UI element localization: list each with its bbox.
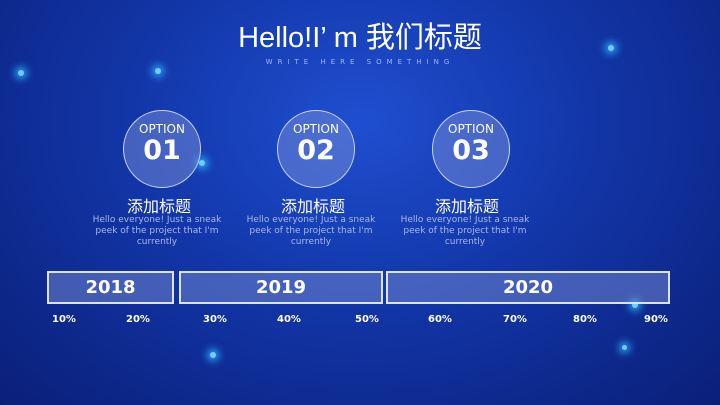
option-text: Hello everyone! Just a sneak peek of the… bbox=[246, 215, 376, 247]
glow-dot bbox=[622, 345, 627, 350]
year-bar-2018: 2018 bbox=[47, 271, 174, 304]
year-bar-2020: 2020 bbox=[386, 271, 670, 304]
percent-label: 20% bbox=[126, 314, 150, 325]
option-heading: 添加标题 bbox=[434, 197, 499, 216]
option-number: 03 bbox=[452, 135, 490, 166]
percent-label: 80% bbox=[573, 314, 597, 325]
percent-label: 40% bbox=[277, 314, 301, 325]
percent-label: 10% bbox=[52, 314, 76, 325]
option-heading: 添加标题 bbox=[126, 197, 191, 216]
percent-label: 30% bbox=[203, 314, 227, 325]
glow-dot bbox=[18, 70, 24, 76]
glow-dot bbox=[155, 68, 161, 74]
percent-label: 60% bbox=[428, 314, 452, 325]
option-label: OPTION bbox=[293, 122, 339, 136]
year-bar-2019: 2019 bbox=[179, 271, 383, 304]
option-text: Hello everyone! Just a sneak peek of the… bbox=[400, 215, 530, 247]
option-number: 01 bbox=[143, 135, 181, 166]
percent-label: 50% bbox=[355, 314, 379, 325]
glow-dot bbox=[608, 45, 614, 51]
glow-dot bbox=[199, 160, 205, 166]
percent-label: 90% bbox=[644, 314, 668, 325]
option-label: OPTION bbox=[448, 122, 494, 136]
option-text: Hello everyone! Just a sneak peek of the… bbox=[92, 215, 222, 247]
option-circle-1: OPTION 01 bbox=[123, 110, 201, 188]
option-label: OPTION bbox=[139, 122, 185, 136]
option-circle-3: OPTION 03 bbox=[432, 110, 510, 188]
page-subtitle: WRITE HERE SOMETHING bbox=[265, 58, 455, 66]
page-title: Hello!I’ m 我们标题 bbox=[238, 22, 482, 54]
percent-label: 70% bbox=[503, 314, 527, 325]
option-heading: 添加标题 bbox=[280, 197, 345, 216]
option-number: 02 bbox=[297, 135, 335, 166]
glow-dot bbox=[210, 352, 216, 358]
option-circle-2: OPTION 02 bbox=[277, 110, 355, 188]
glow-dot bbox=[632, 302, 638, 308]
